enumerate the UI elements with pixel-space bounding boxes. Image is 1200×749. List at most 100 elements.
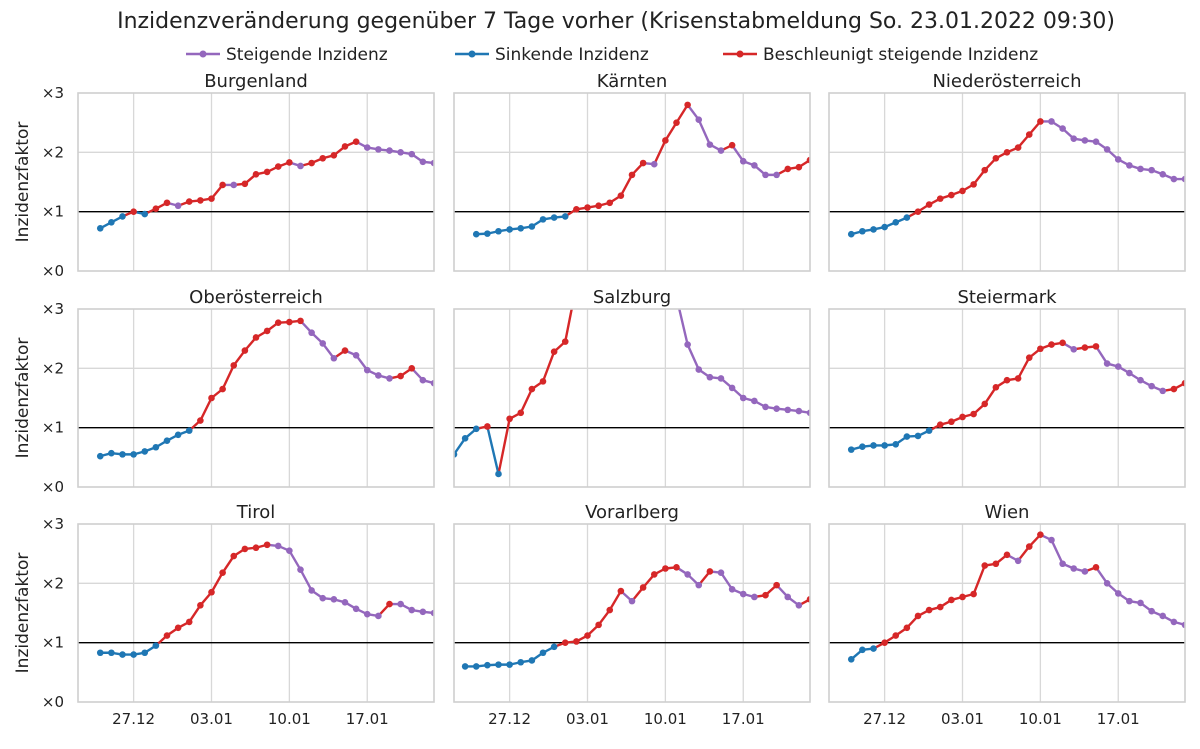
data-point <box>185 198 193 205</box>
data-point <box>1159 612 1167 620</box>
x-tick-label: 27.12 <box>112 710 155 728</box>
data-point <box>1048 536 1055 544</box>
series-tirol <box>96 541 434 658</box>
data-point <box>728 141 736 149</box>
data-point <box>319 154 327 162</box>
data-point <box>363 610 371 618</box>
panel-title: Burgenland <box>204 71 308 92</box>
data-point <box>1092 138 1100 145</box>
y-tick-label: ×0 <box>42 693 64 711</box>
data-point <box>152 205 160 212</box>
data-point <box>706 141 714 148</box>
data-point <box>1103 146 1111 153</box>
line-segment <box>608 589 623 612</box>
data-point <box>197 417 204 424</box>
data-point <box>639 584 647 591</box>
panel-oberoesterreich: Oberösterreich ×0 ×1 ×2 ×3 Inzidenzfaktor <box>13 287 435 496</box>
data-point <box>992 154 1000 162</box>
data-point <box>684 101 691 109</box>
data-point <box>981 400 989 408</box>
data-point <box>130 451 137 458</box>
data-point <box>859 646 866 654</box>
data-point <box>386 147 393 154</box>
data-point <box>1181 379 1185 387</box>
data-point <box>1114 156 1122 163</box>
data-point <box>1126 369 1133 377</box>
data-point <box>795 601 803 609</box>
data-point <box>419 376 427 384</box>
panel-title: Oberösterreich <box>189 287 323 308</box>
data-point <box>230 181 238 189</box>
data-point <box>130 651 137 658</box>
data-point <box>108 449 115 457</box>
panel-vorarlberg: Vorarlberg 27.12 03.01 10.01 17.01 <box>453 502 811 728</box>
data-point <box>286 547 293 554</box>
data-point <box>806 409 810 417</box>
y-tick-label: ×1 <box>42 419 64 437</box>
data-point <box>936 195 944 202</box>
data-point <box>1103 360 1111 367</box>
data-point <box>539 378 547 385</box>
data-point <box>174 624 182 632</box>
data-point <box>1170 385 1178 393</box>
data-point <box>430 159 434 167</box>
data-point <box>252 334 260 341</box>
data-point <box>308 587 315 594</box>
data-point <box>1070 565 1078 572</box>
data-point <box>263 541 271 549</box>
data-point <box>219 385 226 393</box>
legend-label-falling: Sinkende Inzidenz <box>495 45 649 65</box>
panel-tirol: Tirol ×0 ×1 ×2 ×3 Inzidenzfaktor 27.12 03.01 10.… <box>13 502 435 728</box>
data-point <box>684 341 691 348</box>
x-tick-label: 17.01 <box>346 710 389 728</box>
data-point <box>673 119 680 126</box>
data-point <box>130 208 137 215</box>
data-point <box>1014 144 1022 151</box>
data-point <box>119 213 126 220</box>
x-tick-label: 10.01 <box>644 710 687 728</box>
data-point <box>892 440 900 448</box>
series-niederoesterreich <box>847 118 1185 238</box>
data-point <box>208 394 215 402</box>
data-point <box>185 427 193 434</box>
data-point <box>141 210 149 218</box>
data-point <box>108 219 115 226</box>
data-point <box>341 599 349 606</box>
data-point <box>208 588 215 596</box>
data-point <box>914 612 922 620</box>
data-point <box>1014 557 1022 565</box>
x-tick-label: 17.01 <box>722 710 765 728</box>
line-segment <box>210 571 224 594</box>
data-point <box>881 442 888 449</box>
x-tick-label: 10.01 <box>1019 710 1062 728</box>
y-axis-label: Inzidenzfaktor <box>13 338 33 459</box>
panel-frame <box>828 308 1186 488</box>
data-point <box>375 146 382 153</box>
data-point <box>96 224 104 232</box>
data-point <box>506 226 513 233</box>
data-point <box>1025 354 1033 361</box>
data-point <box>1070 346 1078 353</box>
line-segment <box>719 571 734 591</box>
y-tick-label: ×3 <box>42 300 64 318</box>
data-point <box>806 596 810 603</box>
data-point <box>252 170 260 178</box>
data-point <box>751 593 758 601</box>
panel-frame <box>453 523 811 703</box>
data-point <box>762 171 769 179</box>
data-point <box>141 448 149 455</box>
data-point <box>241 545 249 553</box>
data-point <box>773 581 780 589</box>
data-point <box>1037 118 1044 125</box>
data-point <box>751 397 758 405</box>
data-point <box>1137 165 1144 173</box>
data-point <box>330 152 338 159</box>
data-point <box>386 375 393 382</box>
legend: Steigende Inzidenz Sinkende Inzidenz Besch… <box>186 45 1038 65</box>
data-point <box>96 452 104 460</box>
data-point <box>1081 568 1089 575</box>
data-point <box>561 338 569 345</box>
data-point <box>892 219 900 226</box>
data-point <box>495 227 502 235</box>
panel-title: Kärnten <box>597 71 668 92</box>
